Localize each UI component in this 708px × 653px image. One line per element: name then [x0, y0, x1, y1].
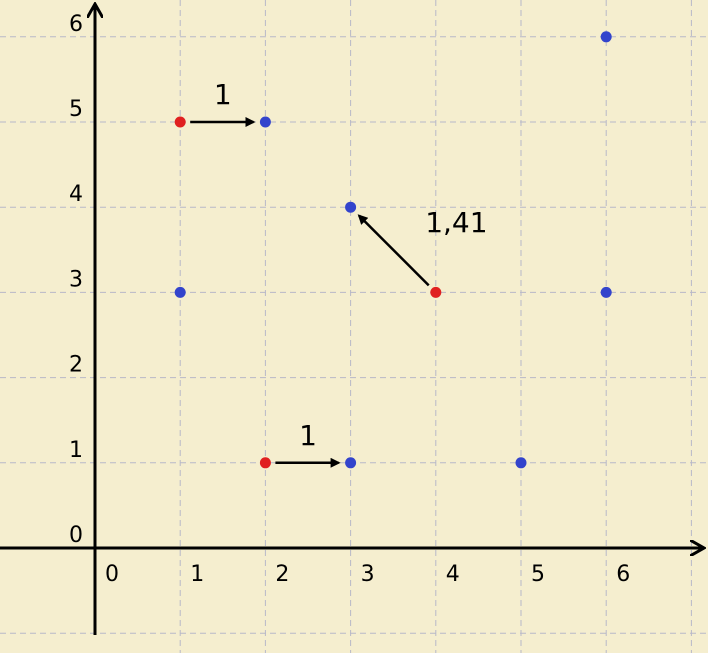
y-tick-label: 4: [69, 182, 83, 207]
y-tick-label: 5: [69, 97, 83, 122]
data-point: [345, 457, 357, 469]
data-point: [259, 116, 271, 128]
data-point: [600, 286, 612, 298]
x-tick-label: 2: [275, 562, 289, 587]
x-tick-label: 4: [446, 562, 460, 587]
y-tick-label: 3: [69, 267, 83, 292]
tick-labels: 0 1 2 3 4 5 6 0 1 2 3 4 5 6: [69, 12, 630, 587]
arrows: 111,41: [190, 78, 488, 468]
x-tick-label: 3: [361, 562, 375, 587]
y-tick-label: 2: [69, 353, 83, 378]
distance-arrow: [357, 214, 430, 287]
data-point: [430, 286, 442, 298]
points: [174, 31, 612, 469]
x-tick-label: 1: [190, 562, 204, 587]
x-tick-label: 5: [531, 562, 545, 587]
x-tick-label: 6: [616, 562, 630, 587]
data-point: [515, 457, 527, 469]
data-point: [345, 201, 357, 213]
arrow-label: 1: [214, 78, 232, 111]
data-point: [259, 457, 271, 469]
arrow-label: 1,41: [425, 206, 487, 239]
axes: [0, 6, 702, 635]
arrow-label: 1: [299, 419, 317, 452]
y-tick-label: 6: [69, 12, 83, 37]
data-point: [174, 286, 186, 298]
x-tick-label: 0: [105, 562, 119, 587]
y-tick-label: 1: [69, 438, 83, 463]
y-tick-label: 0: [69, 523, 83, 548]
data-point: [174, 116, 186, 128]
data-point: [600, 31, 612, 43]
